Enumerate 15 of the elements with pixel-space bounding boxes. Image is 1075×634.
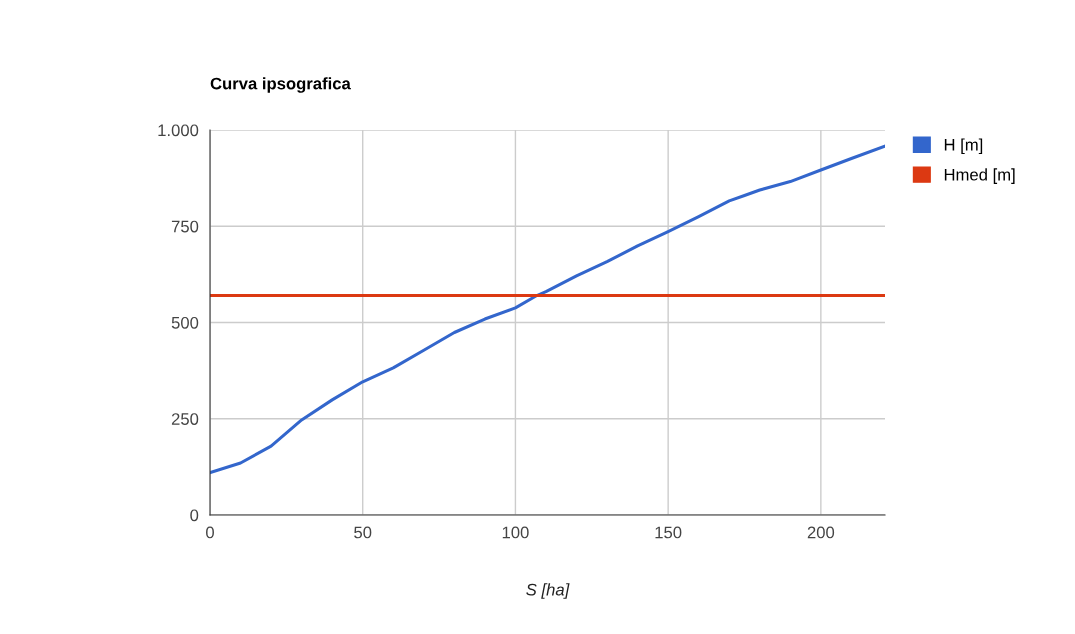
- y-tick-label: 1.000: [158, 124, 199, 137]
- chart-title: Curva ipsografica: [210, 77, 351, 93]
- x-axis-title: S [ha]: [526, 583, 570, 599]
- legend-label: H [m]: [944, 138, 983, 154]
- y-tick-label: 250: [171, 413, 199, 425]
- x-tick-label: 200: [807, 526, 835, 539]
- legend-label: Hmed [m]: [944, 168, 1015, 184]
- x-tick-label: 0: [206, 526, 214, 539]
- x-tick-label: 50: [354, 526, 372, 539]
- y-tick-label: 750: [171, 220, 199, 233]
- x-tick-label: 100: [502, 526, 529, 539]
- x-tick-label: 150: [655, 526, 682, 539]
- y-tick-label: 0: [190, 509, 199, 522]
- y-tick-label: 500: [171, 316, 199, 329]
- line-series: [210, 144, 885, 475]
